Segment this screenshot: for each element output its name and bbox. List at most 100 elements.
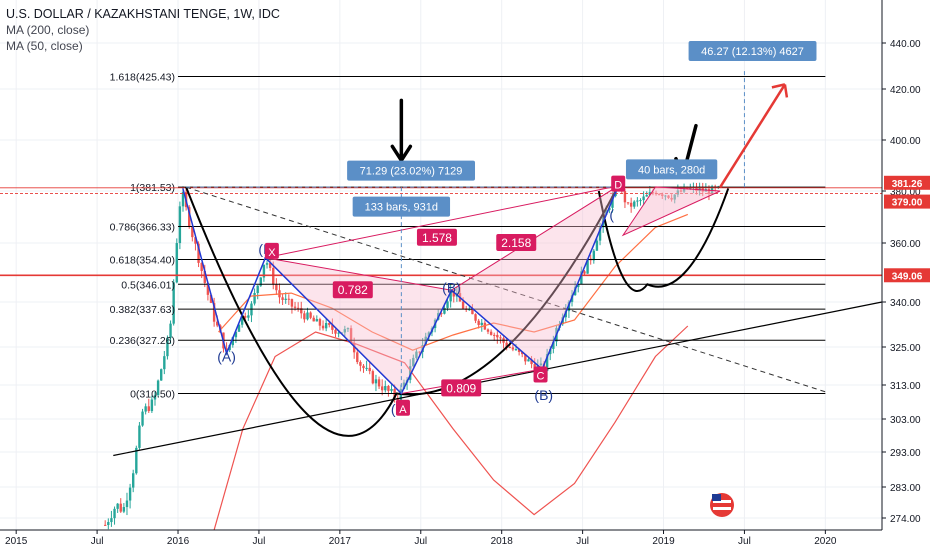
candle-body [160,369,163,381]
cup-arc-large [185,185,620,437]
candle-body [141,411,144,426]
candle-body [281,297,284,300]
candle-body [166,337,169,357]
logo-stripe [713,500,731,503]
candle-body [365,367,368,369]
candle-body [461,301,465,309]
price-tick-label: 283.00 [890,483,921,494]
candle-body [399,388,403,403]
candle-body [128,487,132,501]
candle-body [247,315,250,318]
indicator-ma200[interactable]: MA (200, close) [6,23,90,37]
candle-body [306,312,309,320]
symbol-title[interactable]: U.S. DOLLAR / KAZAKHSTANI TENGE, 1W, IDC [6,7,280,21]
candle-body [328,323,331,325]
time-tick-label: Jul [414,536,427,547]
candle-body [194,237,197,244]
price-tick-label: 293.00 [890,448,921,459]
candle-body [293,306,297,308]
price-tick-label: 440.00 [890,39,921,50]
triangle-pattern [621,186,721,237]
candle-body [234,331,238,338]
time-axis[interactable]: 2015 Jul 2016 Jul 2017 Jul 2018 Jul 2019 Jul 2020 [0,529,932,550]
candle-body [371,371,375,384]
candle-body [595,240,599,251]
candle-body [387,386,390,391]
candle-body [265,263,269,265]
candle-body [206,282,210,295]
fib-level-label: 0(310.50) [130,389,175,401]
price-tick-label: 420.00 [890,85,921,96]
candle-body [296,307,300,309]
candle-body [474,314,477,321]
candle-body [349,328,353,343]
indicator-ma50[interactable]: MA (50, close) [6,39,83,53]
candle-body [225,348,228,350]
candle-body [303,313,306,320]
fib-level-label: 0.5(346.01) [121,279,175,291]
candle-body [577,283,580,288]
candle-body [352,342,356,353]
wave-point-label: (A) [217,349,236,365]
candle-body [116,503,119,509]
price-tag-box [884,268,930,283]
candle-body [639,200,642,202]
candle-body [318,319,322,326]
point-marker-box [395,399,410,416]
price-tick-label: 360.00 [890,239,921,250]
candle-body [374,379,378,384]
candle-body [163,356,166,370]
candle-body [175,243,178,283]
ma50-line [218,213,689,351]
candle-body [169,323,172,338]
drawing-overlays[interactable] [113,70,883,457]
candle-body [645,195,648,197]
time-tick-label: 2015 [5,536,28,547]
price-tick-label: 325.00 [890,343,921,354]
harmonic-xd [265,185,619,259]
candle-body [300,308,303,314]
logo-stripe [713,507,731,510]
candle-body [356,352,359,363]
price-tag-box [884,194,930,209]
candle-body [505,342,508,348]
fib-level-label: 0.618(354.40) [110,255,175,267]
candle-body [103,524,107,526]
candle-body [324,323,328,329]
candle-body [122,507,126,512]
ratio-box [496,234,537,251]
candle-body [321,325,325,329]
candle-body [237,324,241,332]
down-arrow-left [390,98,413,164]
candle-body [156,380,160,396]
candle-body [216,321,219,326]
candle-body [545,354,549,372]
candle-body [480,322,483,325]
candle-body [468,309,471,311]
candle-body [362,365,365,369]
ratio-box [441,379,482,397]
candle-body [626,202,630,204]
candle-body [564,311,567,318]
candle-body [629,202,633,207]
time-tick-label: Jul [91,536,104,547]
candle-body [530,359,533,365]
candle-body [489,331,493,335]
target-arrow-line [719,83,786,188]
candle-body [527,359,530,362]
tradingview-logo[interactable] [710,493,734,517]
candle-body [521,351,524,355]
candle-body [125,500,129,508]
wave-point-label: (B) [442,279,461,295]
moving-average-lines [213,213,689,532]
measure-box [625,159,718,180]
pattern-labels: (A)(BX(B)(AC(B)D(0.7821.5782.1580.80971.… [217,41,817,417]
candle-body [315,319,319,322]
candle-body [284,298,287,300]
candle-body [605,210,608,215]
candle-body [119,503,122,512]
price-tag-label: 379.00 [892,198,923,209]
candle-body [337,332,340,334]
